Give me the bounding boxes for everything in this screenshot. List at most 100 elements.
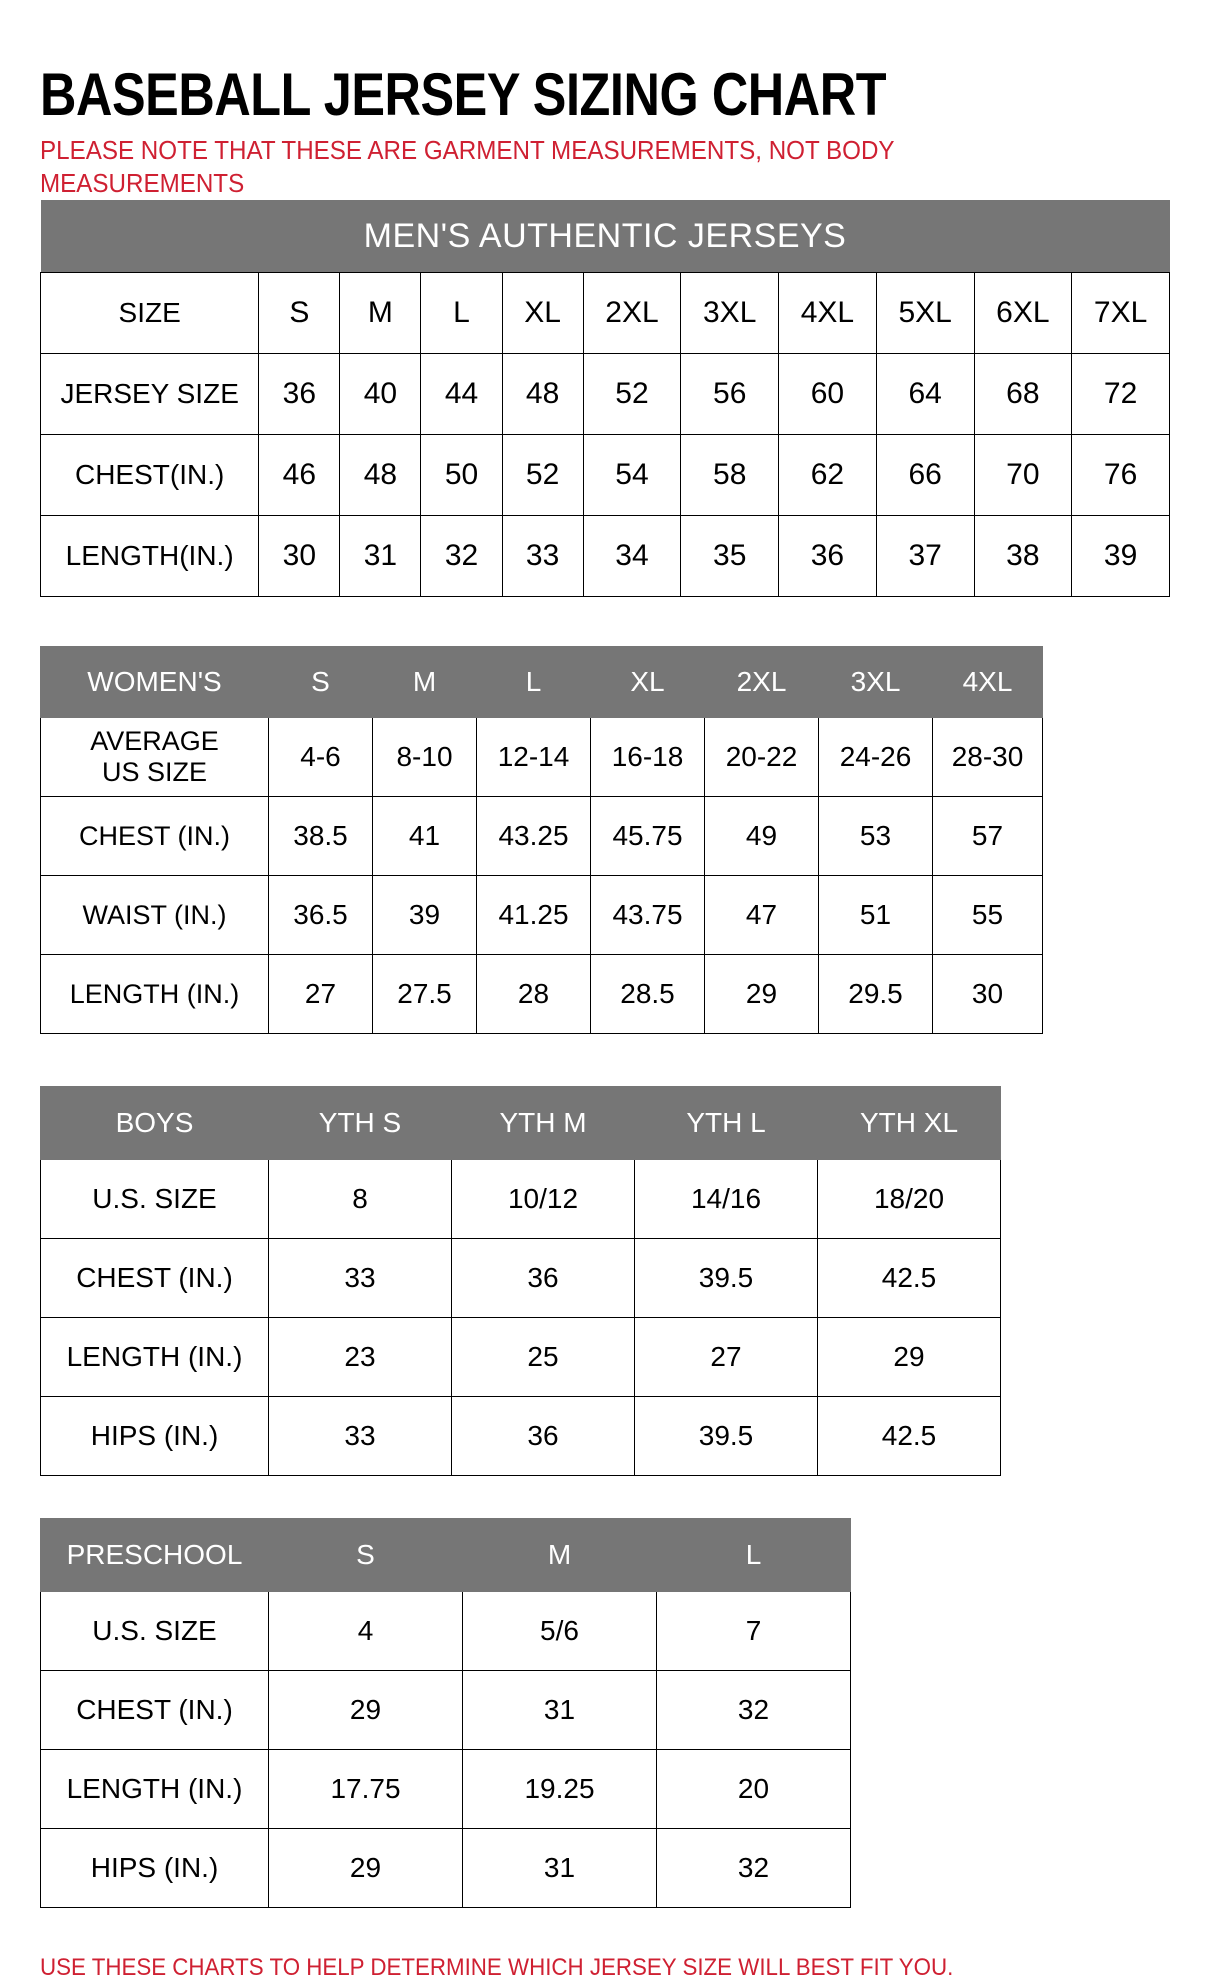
table-cell: 37 (875, 515, 975, 597)
preschool-sizing-table: PRESCHOOL S M L U.S. SIZE 4 5/6 7 CHEST … (40, 1518, 851, 1908)
womens-col-header-4xl: 4XL (932, 646, 1043, 718)
mens-col-header-4xl: 4XL (778, 272, 877, 354)
table-cell: 4-6 (268, 717, 373, 797)
table-cell: 52 (582, 353, 682, 435)
table-cell: 33 (501, 515, 584, 597)
table-cell: 36.5 (268, 875, 373, 955)
mens-col-header-7xl: 7XL (1071, 272, 1170, 354)
mens-col-header-6xl: 6XL (973, 272, 1073, 354)
mens-col-header-2xl: 2XL (582, 272, 682, 354)
table-cell: 42.5 (817, 1396, 1001, 1476)
table-cell: 34 (582, 515, 682, 597)
table-cell: 70 (973, 434, 1073, 516)
table-cell: 53 (818, 796, 933, 876)
womens-col-header-l: L (476, 646, 591, 718)
preschool-col-header-l: L (656, 1518, 851, 1592)
table-cell: 48 (501, 353, 584, 435)
table-cell: 27.5 (372, 954, 477, 1034)
table-cell: 28.5 (590, 954, 705, 1034)
table-cell: 4 (268, 1591, 463, 1671)
table-cell: 33 (268, 1238, 452, 1318)
table-cell: 31 (339, 515, 422, 597)
womens-label-line-1: AVERAGE (90, 726, 219, 756)
table-cell: 45.75 (590, 796, 705, 876)
boys-header-row: BOYS YTH S YTH M YTH L YTH XL (40, 1086, 1001, 1160)
table-cell: 48 (339, 434, 422, 516)
table-row: U.S. SIZE 4 5/6 7 (40, 1591, 851, 1671)
table-cell: 51 (818, 875, 933, 955)
footer-note: USE THESE CHARTS TO HELP DETERMINE WHICH… (40, 1954, 954, 1981)
womens-sizing-table: WOMEN'S S M L XL 2XL 3XL 4XL AVERAGE US S… (40, 646, 1043, 1034)
table-cell: 29 (268, 1670, 463, 1750)
table-cell: 42.5 (817, 1238, 1001, 1318)
mens-row-label-length: LENGTH(IN.) (39, 515, 260, 597)
table-cell: 24-26 (818, 717, 933, 797)
table-cell: 25 (451, 1317, 635, 1397)
preschool-row-label-length: LENGTH (IN.) (40, 1749, 269, 1829)
table-cell: 17.75 (268, 1749, 463, 1829)
table-cell: 31 (462, 1670, 657, 1750)
table-cell: 36 (778, 515, 877, 597)
table-cell: 27 (634, 1317, 818, 1397)
table-cell: 44 (420, 353, 503, 435)
table-row: CHEST (IN.) 38.5 41 43.25 45.75 49 53 57 (40, 796, 1043, 876)
table-cell: 36 (451, 1238, 635, 1318)
table-row: CHEST(IN.) 46 48 50 52 54 58 62 66 70 76 (39, 434, 1170, 516)
table-cell: 14/16 (634, 1159, 818, 1239)
table-cell: 35 (680, 515, 780, 597)
table-cell: 28 (476, 954, 591, 1034)
womens-header-row: WOMEN'S S M L XL 2XL 3XL 4XL (40, 646, 1043, 718)
page-title: BASEBALL JERSEY SIZING CHART (40, 61, 887, 129)
table-cell: 66 (875, 434, 975, 516)
table-cell: 64 (875, 353, 975, 435)
table-cell: 28-30 (932, 717, 1043, 797)
mens-row-label-jersey-size: JERSEY SIZE (39, 353, 260, 435)
table-row: LENGTH (IN.) 17.75 19.25 20 (40, 1749, 851, 1829)
table-cell: 27 (268, 954, 373, 1034)
womens-col-header-2xl: 2XL (704, 646, 819, 718)
table-row: CHEST (IN.) 29 31 32 (40, 1670, 851, 1750)
boys-row-label-hips: HIPS (IN.) (40, 1396, 269, 1476)
womens-col-header-xl: XL (590, 646, 705, 718)
table-cell: 62 (778, 434, 877, 516)
table-cell: 10/12 (451, 1159, 635, 1239)
table-cell: 39.5 (634, 1238, 818, 1318)
table-cell: 18/20 (817, 1159, 1001, 1239)
table-cell: 39.5 (634, 1396, 818, 1476)
table-cell: 32 (656, 1828, 851, 1908)
table-cell: 12-14 (476, 717, 591, 797)
mens-col-header-3xl: 3XL (680, 272, 780, 354)
boys-row-label-us-size: U.S. SIZE (40, 1159, 269, 1239)
boys-col-header-yth-xl: YTH XL (817, 1086, 1001, 1160)
boys-row-label-chest: CHEST (IN.) (40, 1238, 269, 1318)
womens-row-label-average-us-size: AVERAGE US SIZE (40, 717, 269, 797)
boys-row-label-length: LENGTH (IN.) (40, 1317, 269, 1397)
table-cell: 56 (680, 353, 780, 435)
table-cell: 39 (1071, 515, 1170, 597)
mens-col-header-s: S (258, 272, 341, 354)
table-cell: 30 (258, 515, 341, 597)
womens-label-line-2: US SIZE (101, 757, 208, 787)
subtitle-note: PLEASE NOTE THAT THESE ARE GARMENT MEASU… (40, 135, 895, 198)
table-cell: 36 (258, 353, 341, 435)
preschool-row-label-chest: CHEST (IN.) (40, 1670, 269, 1750)
table-row: JERSEY SIZE 36 40 44 48 52 56 60 64 68 7… (39, 353, 1170, 435)
table-cell: 19.25 (462, 1749, 657, 1829)
table-cell: 36 (451, 1396, 635, 1476)
table-row: HIPS (IN.) 29 31 32 (40, 1828, 851, 1908)
table-cell: 40 (339, 353, 422, 435)
table-cell: 29 (704, 954, 819, 1034)
table-cell: 55 (932, 875, 1043, 955)
table-cell: 38 (973, 515, 1073, 597)
mens-banner-title: MEN'S AUTHENTIC JERSEYS (40, 200, 1170, 273)
table-row: CHEST (IN.) 33 36 39.5 42.5 (40, 1238, 1001, 1318)
table-cell: 57 (932, 796, 1043, 876)
table-row: WAIST (IN.) 36.5 39 41.25 43.75 47 51 55 (40, 875, 1043, 955)
table-row: AVERAGE US SIZE 4-6 8-10 12-14 16-18 20-2… (40, 717, 1043, 797)
preschool-col-header-s: S (268, 1518, 463, 1592)
table-cell: 31 (462, 1828, 657, 1908)
table-row: U.S. SIZE 8 10/12 14/16 18/20 (40, 1159, 1001, 1239)
table-cell: 39 (372, 875, 477, 955)
table-cell: 29 (817, 1317, 1001, 1397)
